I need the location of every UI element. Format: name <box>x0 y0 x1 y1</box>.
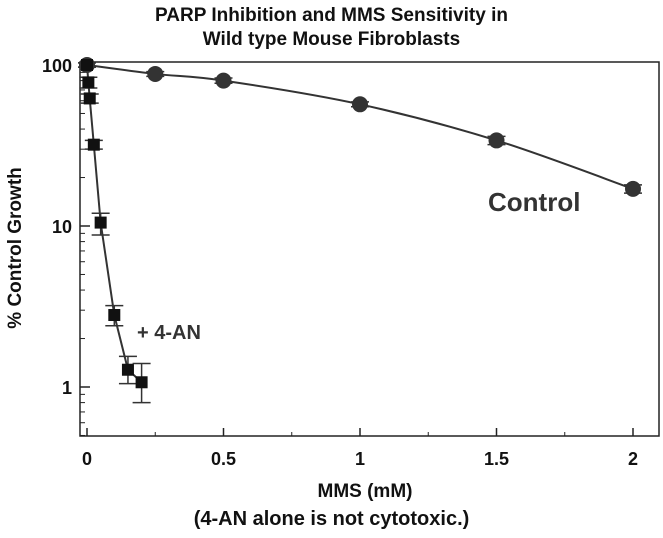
axes <box>79 61 660 437</box>
x-axis-label: MMS (mM) <box>318 481 413 502</box>
x-tick-label: 2 <box>628 449 638 469</box>
chart-title-line-1: PARP Inhibition and MMS Sensitivity in <box>155 5 508 26</box>
series-4an <box>78 59 151 404</box>
y-axis-ticks: 1 10 100 <box>42 56 90 436</box>
series-line <box>86 64 634 190</box>
data-point-square <box>83 92 96 105</box>
data-point-square <box>108 309 121 322</box>
data-point-circle <box>215 72 232 89</box>
data-point-circle <box>147 65 164 82</box>
x-axis-ticks: 0 0.5 1 1.5 2 <box>82 428 638 469</box>
data-point-circle <box>488 132 505 149</box>
chart-plot: 0 0.5 1 1.5 2 1 10 100 MMS (mM) % Control Grow… <box>5 56 660 502</box>
data-point-square <box>121 363 134 376</box>
series-control <box>78 57 642 197</box>
y-tick-label: 10 <box>52 217 72 237</box>
y-tick-label: 100 <box>42 56 72 76</box>
data-point-square <box>94 216 107 229</box>
series-label-4an: + 4-AN <box>137 322 201 344</box>
x-tick-label: 0 <box>82 449 92 469</box>
data-point-square <box>81 59 93 71</box>
data-point-circle <box>625 180 641 197</box>
y-axis-label: % Control Growth <box>5 167 26 328</box>
plot-frame <box>79 61 660 437</box>
footnote: (4-AN alone is not cytotoxic.) <box>193 508 470 530</box>
chart-title-line-2: Wild type Mouse Fibroblasts <box>202 29 461 50</box>
x-tick-label: 0.5 <box>211 449 236 469</box>
data-point-circle <box>352 96 368 113</box>
chart-title: PARP Inhibition and MMS Sensitivity in W… <box>0 4 663 52</box>
data-point-square <box>135 376 148 389</box>
series-layer <box>78 57 642 404</box>
x-tick-label: 1 <box>355 449 365 469</box>
x-tick-label: 1.5 <box>484 449 509 469</box>
data-point-square <box>82 76 95 89</box>
data-point-square <box>87 138 100 151</box>
series-label-control: Control <box>488 187 580 217</box>
y-tick-label: 1 <box>62 378 72 398</box>
